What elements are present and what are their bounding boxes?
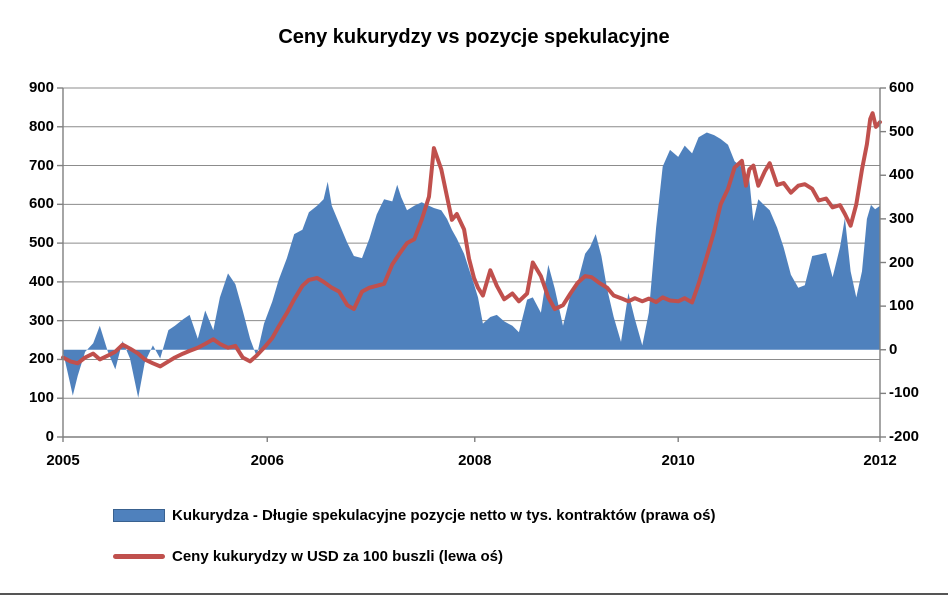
area-series-swatch-icon: [113, 508, 165, 522]
right-axis-tick-label: 500: [889, 122, 915, 140]
legend: Kukurydza - Długie spekulacyjne pozycje …: [113, 503, 715, 585]
area-series-positions: [63, 132, 880, 398]
right-axis-tick-label: 200: [889, 253, 915, 271]
right-axis-tick-label: 300: [889, 209, 915, 227]
right-axis-tick-label: -200: [889, 428, 920, 445]
x-axis-tick-label: 2006: [250, 452, 284, 469]
legend-item-positions: Kukurydza - Długie spekulacyjne pozycje …: [113, 503, 715, 527]
x-axis-tick-label: 2008: [458, 452, 492, 469]
right-axis-tick-label: 400: [889, 166, 915, 184]
left-axis-tick-label: 600: [28, 195, 54, 213]
left-axis-tick-label: 500: [28, 234, 54, 252]
left-axis-tick-label: 800: [28, 117, 54, 135]
left-axis-tick-label: 400: [28, 272, 54, 290]
right-axis-tick-label: 600: [889, 79, 915, 96]
right-axis-tick-label: -100: [889, 384, 920, 402]
right-axis-tick-label: 100: [889, 297, 915, 315]
left-axis-tick-label: 0: [45, 428, 54, 445]
legend-label-price: Ceny kukurydzy w USD za 100 buszli (lewa…: [172, 547, 503, 565]
line-series-price: [61, 111, 882, 369]
x-axis-tick-label: 2005: [46, 452, 80, 469]
left-axis-tick-label: 700: [28, 156, 54, 174]
left-axis-tick-label: 300: [28, 311, 54, 329]
left-axis-tick-label: 900: [28, 79, 54, 96]
legend-item-price: Ceny kukurydzy w USD za 100 buszli (lewa…: [113, 544, 715, 568]
x-axis-tick-label: 2010: [661, 452, 695, 469]
chart-title: Ceny kukurydzy vs pozycje spekulacyjne: [278, 26, 670, 48]
left-axis-tick-label: 200: [28, 350, 54, 368]
right-axis-tick-label: 0: [889, 340, 898, 358]
axes: [57, 87, 886, 442]
x-axis-tick-label: 2012: [863, 452, 897, 469]
line-series-swatch-icon: [113, 553, 165, 559]
plot-svg: [57, 87, 886, 442]
legend-label-positions: Kukurydza - Długie spekulacyjne pozycje …: [172, 506, 716, 524]
plot-area: [57, 87, 886, 442]
left-axis-tick-label: 100: [28, 389, 54, 407]
